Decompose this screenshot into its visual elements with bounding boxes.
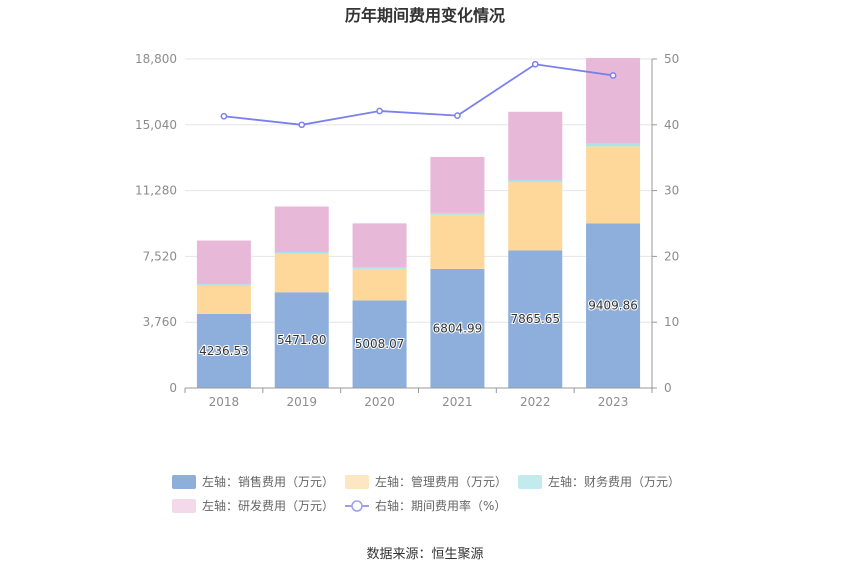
right-tick-label: 50	[664, 52, 679, 66]
bar-segment-series-2	[586, 143, 641, 147]
legend-swatch	[345, 475, 369, 489]
legend-item[interactable]: 左轴：财务费用（万元）	[518, 474, 680, 489]
bar-segment-series-2	[508, 180, 563, 183]
rate-point	[454, 112, 461, 119]
legend-item[interactable]: 左轴：管理费用（万元）	[345, 474, 507, 489]
right-tick-label: 40	[664, 118, 679, 132]
bars	[196, 57, 641, 388]
rate-point	[220, 112, 228, 120]
right-tick-label: 10	[664, 315, 679, 329]
rate-point	[531, 60, 539, 68]
left-tick-label: 18,800	[135, 52, 177, 66]
bar-segment-series-0	[196, 313, 251, 388]
bar-segment-series-1	[274, 253, 329, 293]
bar-segment-series-2	[430, 212, 485, 215]
x-tick-label: 2020	[364, 395, 395, 409]
bar-segment-series-0	[586, 223, 641, 388]
data-label: 5471.80	[277, 333, 327, 347]
bar-segment-series-3	[196, 240, 251, 285]
data-label: 5008.07	[355, 337, 405, 351]
x-tick-label: 2019	[286, 395, 317, 409]
bar-segment-series-1	[196, 285, 251, 314]
bar-segment-series-3	[586, 57, 641, 144]
rate-point	[609, 72, 617, 79]
bar-segment-series-1	[586, 146, 641, 224]
x-tick-label: 2018	[209, 395, 240, 409]
left-tick-label: 7,520	[143, 249, 177, 263]
legend-line-marker	[351, 500, 363, 512]
axes: 0 0 3,760 10 7,520 20 11,280 30 15,040 40 18,800 50…	[135, 52, 679, 409]
rate-point	[298, 121, 306, 129]
bar-segment-series-0	[430, 268, 485, 388]
legend-item[interactable]: 左轴：研发费用（万元）	[172, 498, 334, 513]
left-tick-label: 0	[169, 381, 177, 395]
rate-line	[220, 60, 617, 129]
source-text: 数据来源：恒生聚源	[366, 547, 483, 562]
right-tick-label: 30	[664, 184, 679, 198]
legend-label: 左轴：销售费用（万元）	[202, 474, 334, 489]
rate-line-path	[223, 63, 614, 126]
legend-item[interactable]: 左轴：销售费用（万元）	[172, 474, 334, 489]
legend-swatch	[172, 475, 196, 489]
right-tick-label: 0	[664, 381, 672, 395]
left-tick-label: 15,040	[135, 118, 177, 132]
bar-segment-series-1	[430, 214, 485, 269]
bar-segment-series-3	[274, 206, 329, 252]
chart-title: 历年期间费用变化情况	[345, 6, 505, 25]
x-tick-label: 2022	[520, 395, 551, 409]
bar-segment-series-2	[352, 267, 407, 269]
grid-lines	[185, 58, 652, 323]
bar-segment-series-0	[274, 292, 329, 388]
right-tick-label: 20	[664, 249, 679, 263]
data-label: 9409.86	[588, 299, 638, 313]
bar-segment-series-3	[352, 223, 407, 268]
legend-label: 左轴：财务费用（万元）	[548, 474, 680, 489]
data-label: 7865.65	[510, 312, 560, 326]
bar-segment-series-1	[508, 182, 563, 251]
left-tick-label: 11,280	[135, 184, 177, 198]
legend-label: 右轴：期间费用率（%）	[375, 498, 506, 513]
bar-segment-series-1	[352, 268, 407, 301]
bar-segment-series-0	[508, 250, 563, 388]
bar-segment-series-3	[430, 156, 485, 213]
legend-label: 左轴：研发费用（万元）	[202, 498, 334, 513]
bar-segment-series-2	[196, 284, 251, 286]
bar-segment-series-2	[274, 251, 329, 254]
legend-swatch	[172, 499, 196, 513]
legend-swatch	[518, 475, 542, 489]
data-label: 6804.99	[433, 321, 483, 335]
bar-segment-series-3	[508, 111, 563, 181]
data-label: 4236.53	[199, 344, 249, 358]
rate-point	[376, 107, 383, 115]
left-tick-label: 3,760	[143, 315, 177, 329]
legend-label: 左轴：管理费用（万元）	[375, 474, 507, 489]
legend-item[interactable]: 右轴：期间费用率（%）	[345, 498, 506, 513]
data-labels: 4236.53 5471.80 5008.07 6804.99 7865.65 9409.…	[198, 298, 639, 359]
bar-segment-series-0	[352, 300, 407, 388]
legend[interactable]: 左轴：销售费用（万元） 左轴：管理费用（万元） 左轴：财务费用（万元） 左轴：研发费用…	[172, 474, 680, 513]
x-tick-label: 2023	[598, 395, 629, 409]
x-tick-label: 2021	[442, 395, 473, 409]
